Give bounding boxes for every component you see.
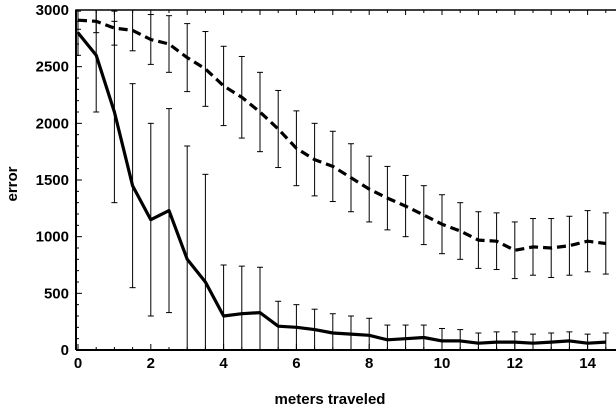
x-tick-label: 2 [147,355,155,372]
y-tick-label: 2500 [36,59,69,76]
error-bar [202,173,209,351]
error-bar [257,266,263,351]
error-bar [184,145,191,351]
error-bar [420,185,427,246]
y-tick-label: 1000 [36,229,69,246]
x-tick-label: 6 [292,355,300,372]
x-tick-label: 10 [434,355,451,372]
x-axis-title: meters traveled [275,391,386,408]
y-tick-label: 2000 [36,115,69,132]
x-axis-ticks: 0246810121416182022242628 [74,344,607,372]
solid-error-series-line [76,31,606,345]
error-bar [238,265,245,351]
x-tick-label: 4 [219,355,228,372]
error-bar [166,15,172,73]
plot-frame [75,9,616,351]
x-tick-label: 12 [506,355,523,372]
y-axis-ticks: 0 500 1000 1500 2000 2500 3000 [36,2,82,359]
y-tick-label: 0 [61,342,69,359]
y-axis-title: error [4,166,21,201]
error-bar [275,89,282,169]
error-bar [257,71,263,153]
error-bar [220,264,227,351]
series-layer [76,18,607,345]
y-tick-label: 1500 [36,172,69,189]
error-bar [457,202,464,260]
error-bar [220,45,227,127]
y-tick-label: 500 [44,285,69,302]
x-tick-label: 8 [365,355,373,372]
error-bar [384,324,391,351]
y-tick-label: 3000 [36,2,69,19]
error-bar [511,221,518,280]
x-tick-label: 14 [579,355,596,372]
error-bar [566,215,573,276]
x-tick-label: 0 [74,355,82,372]
error-bars-layer [75,9,609,351]
error-bar [202,31,209,107]
dashed-error-series-line [77,18,607,252]
